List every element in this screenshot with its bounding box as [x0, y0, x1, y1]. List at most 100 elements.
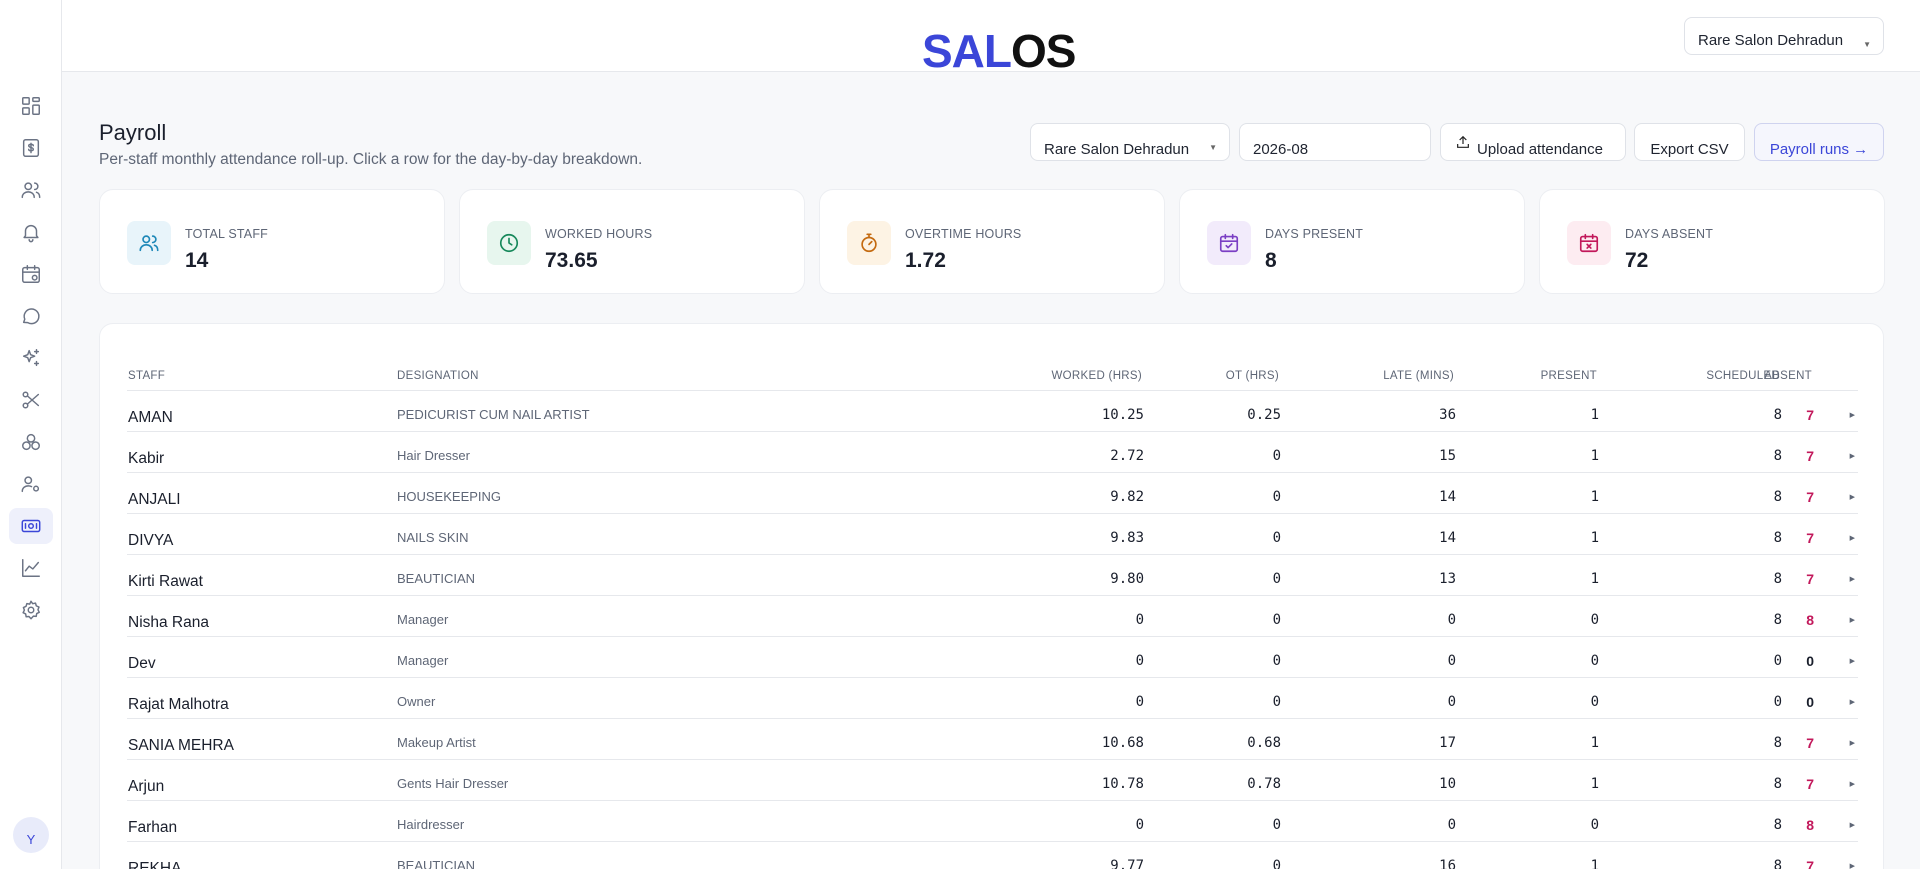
payroll-runs-button[interactable]: Payroll runs →: [1754, 123, 1884, 161]
users-icon[interactable]: [9, 172, 53, 208]
products-icon[interactable]: [9, 424, 53, 460]
staff-designation: BEAUTICIAN: [397, 858, 476, 869]
staff-designation: Hairdresser: [397, 817, 465, 832]
expand-arrow-icon[interactable]: ▶: [1849, 822, 1855, 829]
row-divider: [127, 718, 1858, 719]
ot-hours: 0.78: [1247, 776, 1281, 792]
col-header-designation: DESIGNATION: [397, 370, 479, 382]
worked-hours: 9.83: [1110, 530, 1144, 546]
page-subtitle: Per-staff monthly attendance roll-up. Cl…: [99, 151, 643, 168]
branch-select[interactable]: Rare Salon Dehradun ▼: [1030, 123, 1230, 161]
table-row[interactable]: DIVYA NAILS SKIN 9.83 0 14 1 8 7 ▶: [100, 514, 1883, 555]
late-mins: 0: [1447, 653, 1456, 669]
absent-days: 7: [1806, 448, 1814, 464]
col-header-scheduled: SCHEDULED: [1706, 370, 1780, 382]
expand-arrow-icon[interactable]: ▶: [1849, 453, 1855, 460]
table-row[interactable]: REKHA BEAUTICIAN 9.77 0 16 1 8 7 ▶: [100, 842, 1883, 869]
expand-arrow-icon[interactable]: ▶: [1849, 740, 1855, 747]
bell-icon[interactable]: [9, 214, 53, 250]
col-header-worked: WORKED (HRS): [1051, 370, 1142, 382]
expand-arrow-icon[interactable]: ▶: [1849, 781, 1855, 788]
staff-settings-icon[interactable]: [9, 466, 53, 502]
absent-days: 7: [1806, 530, 1814, 546]
present-days: 0: [1590, 694, 1599, 710]
worked-hours: 0: [1135, 694, 1144, 710]
month-input[interactable]: 2026-08: [1239, 123, 1431, 161]
expand-arrow-icon[interactable]: ▶: [1849, 617, 1855, 624]
absent-days: 7: [1806, 735, 1814, 751]
export-csv-button[interactable]: Export CSV: [1634, 123, 1745, 161]
worked-hours: 9.80: [1110, 571, 1144, 587]
staff-designation: Makeup Artist: [397, 735, 476, 750]
sparkles-icon[interactable]: [9, 340, 53, 376]
present-days: 1: [1590, 407, 1599, 423]
header-divider: [127, 390, 1858, 391]
expand-arrow-icon[interactable]: ▶: [1849, 699, 1855, 706]
scheduled-days: 8: [1773, 735, 1782, 751]
expand-arrow-icon[interactable]: ▶: [1849, 576, 1855, 583]
location-select[interactable]: Rare Salon Dehradun ▼: [1684, 17, 1884, 55]
late-mins: 10: [1439, 776, 1456, 792]
avatar[interactable]: Y: [13, 817, 49, 853]
col-header-late: LATE (MINS): [1383, 370, 1454, 382]
scheduled-days: 8: [1773, 448, 1782, 464]
row-divider: [127, 759, 1858, 760]
chart-icon[interactable]: [9, 550, 53, 586]
late-mins: 13: [1439, 571, 1456, 587]
col-header-present: PRESENT: [1540, 370, 1597, 382]
late-mins: 0: [1447, 694, 1456, 710]
invoice-icon[interactable]: [9, 130, 53, 166]
expand-arrow-icon[interactable]: ▶: [1849, 494, 1855, 501]
dashboard-icon[interactable]: [9, 88, 53, 124]
ot-hours: 0: [1272, 448, 1281, 464]
table-row[interactable]: Dev Manager 0 0 0 0 0 0 ▶: [100, 637, 1883, 678]
late-mins: 15: [1439, 448, 1456, 464]
ot-hours: 0.25: [1247, 407, 1281, 423]
table-row[interactable]: ANJALI HOUSEKEEPING 9.82 0 14 1 8 7 ▶: [100, 473, 1883, 514]
table-row[interactable]: Farhan Hairdresser 0 0 0 0 8 8 ▶: [100, 801, 1883, 842]
table-row[interactable]: SANIA MEHRA Makeup Artist 10.68 0.68 17 1 8 7 ▶: [100, 719, 1883, 760]
staff-name: REKHA: [128, 860, 182, 869]
expand-arrow-icon[interactable]: ▶: [1849, 658, 1855, 665]
expand-arrow-icon[interactable]: ▶: [1849, 863, 1855, 869]
worked-hours: 0: [1135, 817, 1144, 833]
staff-designation: Hair Dresser: [397, 448, 470, 463]
row-divider: [127, 554, 1858, 555]
staff-designation: Owner: [397, 694, 436, 709]
staff-name: Farhan: [128, 819, 178, 836]
row-divider: [127, 800, 1858, 801]
row-divider: [127, 595, 1858, 596]
late-mins: 0: [1447, 612, 1456, 628]
present-days: 1: [1590, 571, 1599, 587]
staff-designation: Manager: [397, 653, 449, 668]
ot-hours: 0: [1272, 612, 1281, 628]
table-row[interactable]: Arjun Gents Hair Dresser 10.78 0.78 10 1 8 7 ▶: [100, 760, 1883, 801]
row-divider: [127, 472, 1858, 473]
expand-arrow-icon[interactable]: ▶: [1849, 535, 1855, 542]
staff-name: DIVYA: [128, 532, 174, 549]
stat-value: 8: [1265, 249, 1277, 272]
staff-name: Rajat Malhotra: [128, 696, 229, 713]
ot-hours: 0: [1272, 817, 1281, 833]
table-row[interactable]: Kirti Rawat BEAUTICIAN 9.80 0 13 1 8 7 ▶: [100, 555, 1883, 596]
staff-name: SANIA MEHRA: [128, 737, 234, 754]
table-row[interactable]: Rajat Malhotra Owner 0 0 0 0 0 0 ▶: [100, 678, 1883, 719]
gear-icon[interactable]: [9, 592, 53, 628]
absent-days: 0: [1806, 694, 1814, 710]
expand-arrow-icon[interactable]: ▶: [1849, 412, 1855, 419]
location-select-value: Rare Salon Dehradun: [1698, 32, 1844, 49]
table-row[interactable]: AMAN PEDICURIST CUM NAIL ARTIST 10.25 0.25 3…: [100, 391, 1883, 432]
calendar-icon[interactable]: [9, 256, 53, 292]
table-row[interactable]: Kabir Hair Dresser 2.72 0 15 1 8 7 ▶: [100, 432, 1883, 473]
chat-icon[interactable]: [9, 298, 53, 334]
scissors-icon[interactable]: [9, 382, 53, 418]
stat-label: DAYS ABSENT: [1625, 227, 1714, 241]
present-days: 1: [1590, 776, 1599, 792]
payroll-icon[interactable]: [9, 508, 53, 544]
staff-name: Kirti Rawat: [128, 573, 203, 590]
stat-card: OVERTIME HOURS 1.72: [819, 189, 1165, 294]
upload-attendance-button[interactable]: Upload attendance: [1440, 123, 1626, 161]
staff-name: Arjun: [128, 778, 165, 795]
branch-select-value: Rare Salon Dehradun: [1044, 141, 1190, 158]
table-row[interactable]: Nisha Rana Manager 0 0 0 0 8 8 ▶: [100, 596, 1883, 637]
